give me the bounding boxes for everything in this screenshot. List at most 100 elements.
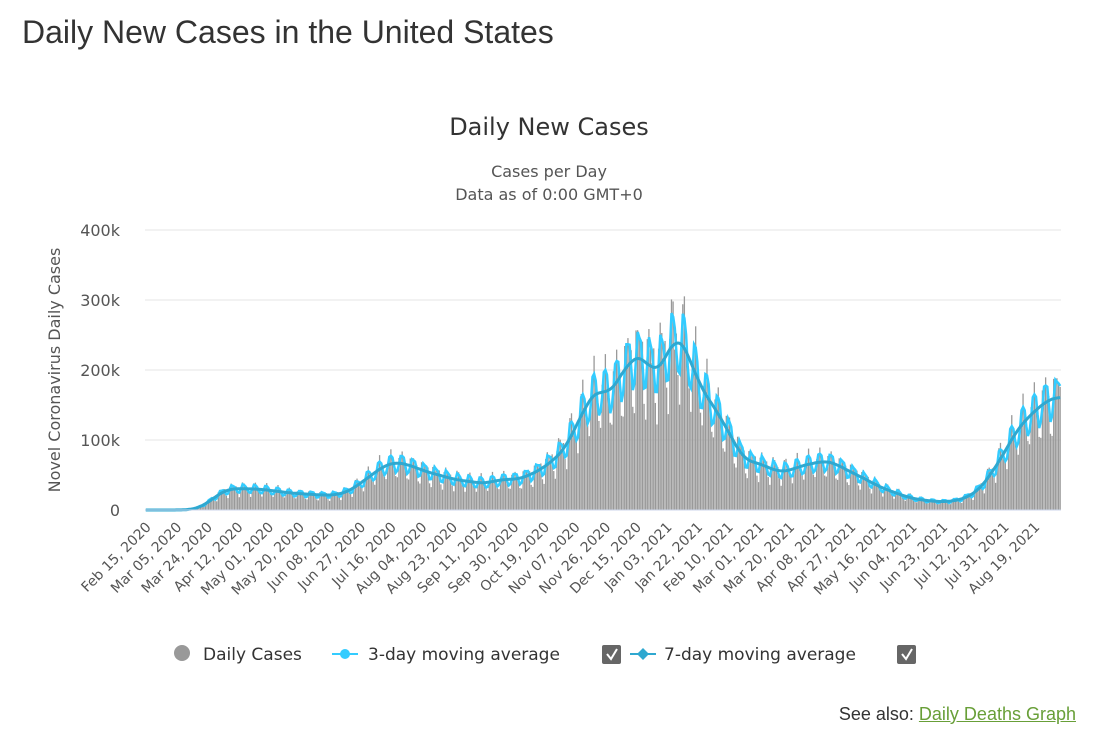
daily-cases-bar — [301, 491, 303, 510]
daily-cases-bar — [765, 461, 768, 510]
daily-cases-bar — [403, 457, 405, 510]
daily-cases-bar — [701, 425, 703, 510]
daily-cases-bar — [338, 497, 340, 510]
daily-cases-bar — [775, 471, 777, 510]
daily-cases-bar — [409, 458, 411, 510]
daily-cases-bar — [635, 330, 637, 510]
daily-cases-bar — [759, 457, 761, 510]
daily-cases-bar — [353, 486, 355, 510]
daily-deaths-graph-link[interactable]: Daily Deaths Graph — [918, 704, 1076, 724]
daily-cases-bar — [532, 486, 534, 510]
daily-cases-bar — [769, 484, 771, 510]
daily-cases-bar — [259, 493, 261, 510]
daily-cases-bar — [472, 481, 474, 510]
daily-cases-bar — [940, 500, 942, 510]
checkbox-7-day[interactable] — [897, 645, 916, 664]
daily-cases-bar — [772, 457, 774, 510]
daily-cases-bar — [933, 500, 936, 510]
daily-cases-bar — [901, 495, 903, 510]
daily-cases-bar — [730, 427, 732, 510]
daily-cases-bar — [1049, 433, 1052, 510]
daily-cases-bar — [278, 490, 281, 510]
daily-cases-bar — [535, 463, 537, 510]
daily-cases-bar — [419, 483, 421, 510]
daily-cases-bar — [233, 489, 236, 510]
daily-cases-bar — [564, 458, 566, 510]
daily-cases-bar — [407, 479, 410, 510]
daily-cases-bar — [362, 491, 365, 510]
daily-cases-bar — [416, 464, 418, 510]
daily-cases-bar — [695, 326, 697, 510]
daily-cases-bar — [393, 464, 395, 510]
daily-cases-bar — [356, 478, 358, 510]
daily-cases-bar — [717, 387, 719, 510]
daily-cases-bar — [988, 467, 990, 510]
daily-cases-bar — [683, 296, 686, 510]
daily-cases-bar — [398, 458, 400, 510]
daily-cases-bar — [546, 452, 548, 510]
daily-cases-bar — [399, 458, 402, 510]
daily-cases-bar — [527, 471, 529, 510]
daily-cases-bar — [666, 387, 668, 510]
daily-cases-bar — [1043, 392, 1045, 510]
daily-cases-bar — [256, 489, 258, 510]
daily-cases-bar — [304, 498, 307, 510]
daily-cases-bar — [486, 490, 489, 510]
daily-cases-bar — [609, 422, 611, 510]
daily-cases-bar — [341, 491, 344, 510]
daily-cases-bar — [856, 470, 858, 510]
daily-cases-bar — [298, 491, 300, 510]
daily-cases-bar — [253, 483, 255, 510]
daily-cases-bar — [932, 498, 934, 510]
daily-cases-bar — [285, 491, 287, 510]
daily-cases-bar — [528, 471, 531, 510]
daily-cases-bar — [498, 489, 500, 510]
daily-cases-bar — [620, 415, 623, 510]
daily-cases-bar — [262, 489, 265, 510]
daily-cases-bar — [954, 498, 956, 510]
daily-cases-bar — [770, 465, 773, 510]
daily-cases-bar — [240, 486, 242, 510]
daily-cases-bar — [596, 397, 598, 510]
daily-cases-bar — [475, 491, 478, 510]
daily-cases-bar — [965, 494, 968, 510]
3-day-average-line — [145, 312, 1062, 512]
daily-cases-bar — [906, 496, 908, 510]
daily-cases-bar — [924, 500, 926, 510]
daily-cases-bar — [696, 373, 698, 510]
daily-cases-bar — [441, 489, 444, 510]
daily-cases-bar — [804, 463, 806, 510]
daily-cases-bar — [711, 431, 713, 510]
daily-cases-bar — [616, 349, 618, 510]
checkbox-3-day[interactable] — [602, 645, 621, 664]
daily-cases-bar — [432, 466, 434, 510]
daily-cases-bar — [861, 472, 863, 510]
daily-cases-bar — [953, 499, 955, 510]
daily-cases-bar — [467, 473, 469, 510]
daily-cases-bar — [214, 500, 216, 510]
daily-cases-bar — [904, 500, 906, 510]
daily-cases-bar — [645, 419, 647, 510]
daily-cases-bar — [1017, 454, 1019, 510]
daily-cases-bar — [1007, 444, 1010, 510]
daily-cases-bar — [503, 470, 505, 510]
daily-cases-bar — [799, 467, 802, 510]
daily-cases-bar — [367, 466, 369, 510]
daily-cases-bar — [738, 440, 740, 510]
daily-cases-bar — [380, 466, 382, 510]
daily-cases-bar — [333, 492, 336, 510]
daily-cases-bar — [762, 457, 765, 510]
daily-cases-bar — [994, 482, 997, 510]
daily-cases-bar — [720, 419, 723, 510]
daily-cases-bar — [936, 503, 939, 510]
legend-daily-cases: Daily Cases — [203, 645, 302, 665]
daily-cases-bar — [709, 404, 711, 510]
7-day-legend-marker — [637, 648, 649, 660]
daily-cases-bar — [514, 471, 516, 510]
daily-cases-bar — [659, 322, 661, 510]
daily-cases-bar — [756, 475, 758, 510]
daily-cases-bar — [275, 488, 278, 510]
daily-cases-bar — [241, 482, 244, 510]
daily-cases-bar — [446, 471, 448, 510]
daily-cases-bar — [511, 474, 513, 510]
